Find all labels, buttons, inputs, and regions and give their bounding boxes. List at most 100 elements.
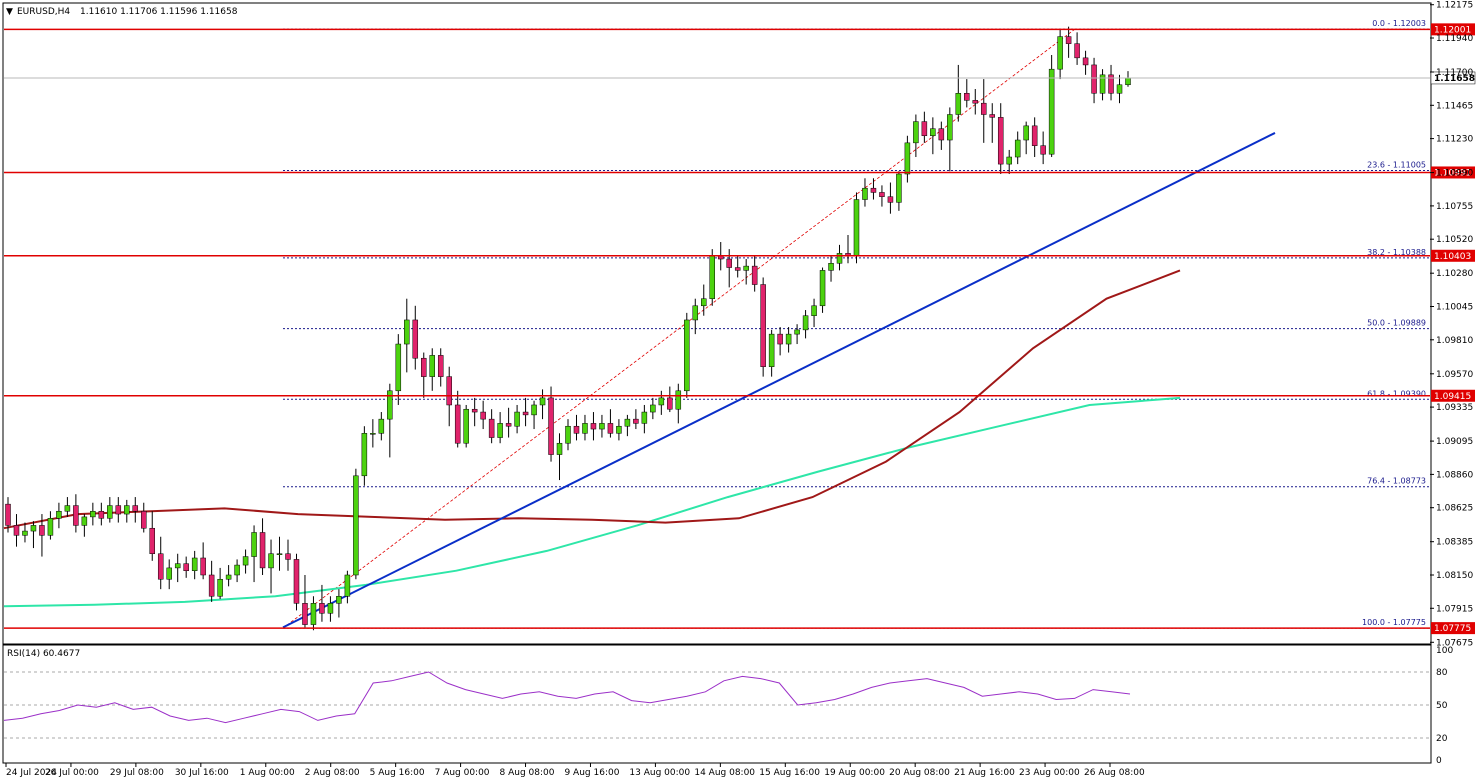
rsi-axis-label: 50 [1436, 701, 1448, 711]
x-tick-label: 21 Aug 16:00 [954, 768, 1015, 778]
candle-body [115, 505, 122, 515]
candle-body [930, 128, 936, 137]
candle-body [726, 258, 732, 268]
candle-body [488, 418, 495, 438]
y-tick-label: 1.10520 [1436, 235, 1473, 245]
candle-body [981, 102, 987, 115]
rsi-axis-label: 20 [1436, 734, 1448, 744]
fib-level-label: 50.0 - 1.09889 [1367, 319, 1426, 328]
y-tick-label: 1.11230 [1436, 135, 1473, 145]
candle-body [633, 418, 639, 424]
candle-body [947, 114, 953, 141]
x-tick-label: 2 Aug 08:00 [305, 768, 360, 778]
candle-body [802, 315, 809, 331]
candle-body [395, 343, 402, 392]
candle-body [624, 418, 631, 427]
candle-body [157, 553, 164, 580]
candle-body [361, 433, 368, 477]
candle-body [276, 553, 283, 555]
y-tick-label: 1.09570 [1436, 370, 1473, 380]
candle-body [565, 425, 571, 444]
candle-body [149, 527, 155, 554]
price-label-box [1431, 249, 1475, 262]
candle-body [39, 525, 45, 536]
candle-body [777, 333, 783, 345]
candle-body [938, 128, 945, 141]
x-tick-label: 30 Jul 16:00 [175, 768, 229, 778]
candle-body [768, 333, 775, 367]
candle-body [709, 255, 715, 299]
candle-body [964, 93, 970, 101]
y-tick-label: 1.11465 [1436, 101, 1473, 111]
x-tick-label: 26 Aug 08:00 [1084, 768, 1145, 778]
candle-body [200, 557, 206, 576]
chart-header-ohlc: 1.11610 1.11706 1.11596 1.11658 [80, 7, 238, 17]
x-tick-label: 24 Jul 2024 [6, 768, 57, 778]
candle-body [1048, 68, 1055, 155]
candle-body [1006, 156, 1012, 165]
y-tick-label: 1.09810 [1436, 336, 1473, 346]
candle-body [327, 603, 334, 614]
candle-body [98, 510, 105, 519]
candle-body [302, 603, 308, 625]
candle-body [751, 265, 758, 285]
candle-body [132, 505, 139, 512]
candle-body [853, 199, 860, 257]
rsi-axis-label: 80 [1436, 668, 1448, 678]
y-tick-label: 1.10990 [1436, 169, 1473, 179]
candle-body [1099, 74, 1106, 94]
x-tick-label: 9 Aug 16:00 [564, 768, 619, 778]
candle-body [166, 567, 172, 580]
y-tick-label: 1.10280 [1436, 269, 1473, 279]
y-tick-label: 1.11700 [1436, 68, 1473, 78]
y-tick-label: 1.12175 [1436, 1, 1473, 11]
x-tick-label: 20 Aug 08:00 [889, 768, 950, 778]
candle-body [64, 505, 71, 512]
price-label-text: 1.07775 [1434, 624, 1471, 634]
candle-body [921, 121, 928, 137]
candle-body [225, 574, 232, 580]
y-tick-label: 1.09095 [1436, 437, 1473, 447]
candle-body [675, 390, 682, 410]
candle-body [310, 603, 317, 625]
candle-body [242, 556, 249, 566]
candle-body [497, 423, 503, 438]
price-label-box [1431, 622, 1475, 635]
y-tick-label: 1.07915 [1436, 604, 1473, 614]
y-tick-label: 1.10045 [1436, 302, 1473, 312]
candle-body [955, 93, 962, 115]
y-tick-label: 1.11940 [1436, 34, 1473, 44]
price-label-box [1431, 23, 1475, 36]
candle-body [251, 532, 257, 557]
candle-body [641, 411, 648, 424]
candle-body [22, 530, 28, 536]
candle-body [378, 418, 385, 434]
fib-level-label: 76.4 - 1.08773 [1367, 477, 1426, 486]
candle-body [370, 433, 376, 435]
candle-body [684, 319, 690, 392]
candle-body [344, 574, 351, 597]
rsi-axis-label: 0 [1436, 756, 1442, 766]
candle-body [412, 319, 419, 359]
candle-body [174, 563, 181, 569]
candle-body [124, 505, 130, 515]
x-tick-label: 1 Aug 00:00 [240, 768, 295, 778]
rsi-axis-label: 100 [1436, 646, 1453, 656]
fib-level-label: 38.2 - 1.10388 [1367, 248, 1426, 257]
candle-body [548, 397, 554, 455]
candle-body [107, 505, 113, 519]
candle-body [717, 255, 724, 260]
ma-mid-line [3, 269, 1181, 530]
fib-level-label: 23.6 - 1.11005 [1367, 160, 1426, 169]
x-tick-label: 19 Aug 00:00 [824, 768, 885, 778]
candle-body [208, 574, 215, 597]
fib-level-label: 61.8 - 1.09390 [1367, 389, 1426, 398]
x-tick-label: 14 Aug 08:00 [694, 768, 755, 778]
candle-body [336, 595, 342, 604]
candle-body [454, 404, 461, 444]
candle-body [141, 510, 147, 529]
candle-body [972, 100, 979, 104]
candle-body [463, 408, 469, 444]
price-label-box [1431, 166, 1475, 179]
